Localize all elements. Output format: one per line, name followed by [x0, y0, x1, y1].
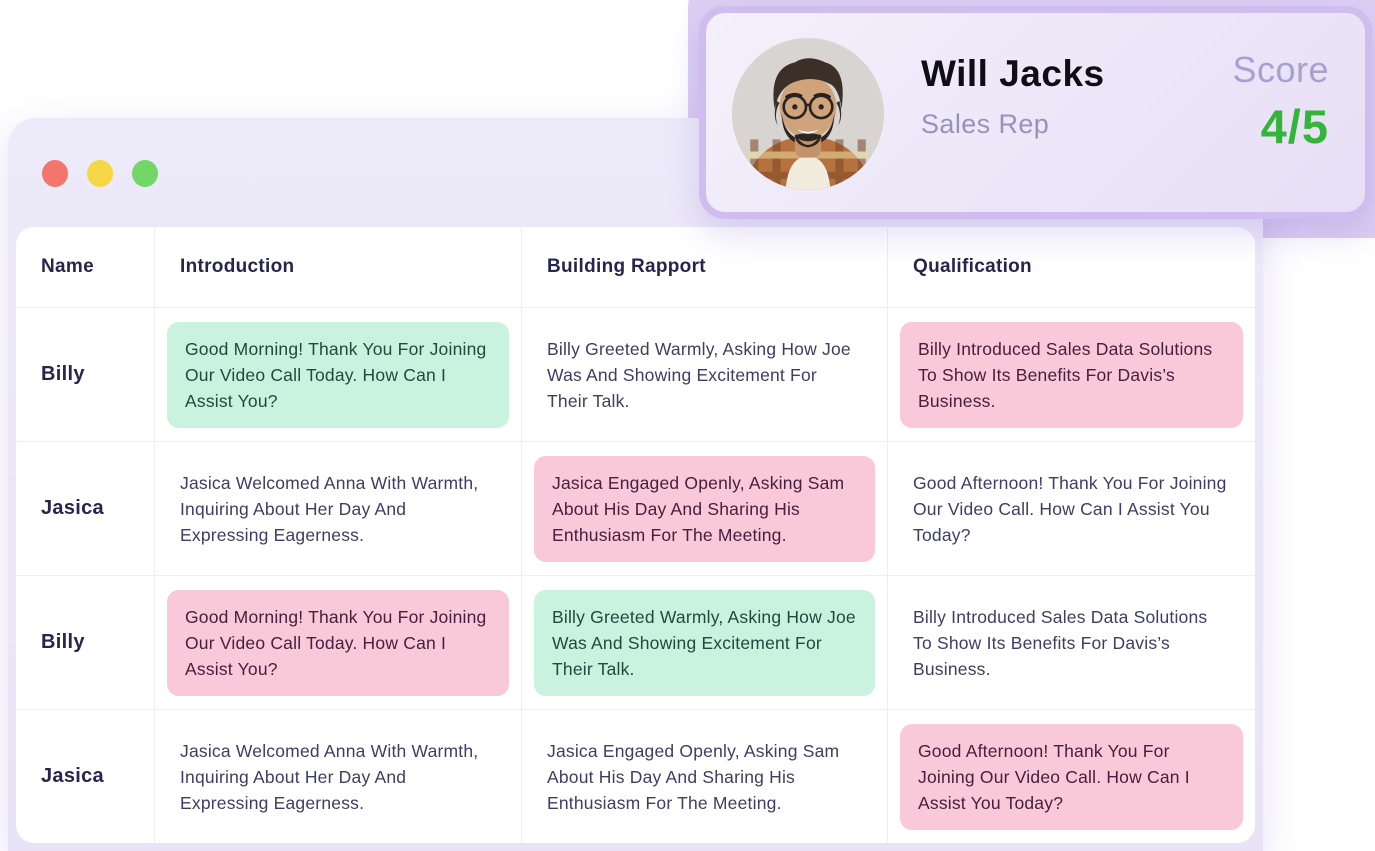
cell-text: Jasica Engaged Openly, Asking Sam About … [547, 740, 840, 813]
cell-building-rapport: Jasica Engaged Openly, Asking Sam About … [522, 710, 888, 843]
score-label: Score [1232, 49, 1329, 90]
cell-introduction: Jasica Welcomed Anna With Warmth, Inquir… [155, 442, 522, 575]
header-name: Name [16, 227, 155, 307]
cell-text: Good Morning! Thank You For Joining Our … [167, 321, 509, 428]
header-qualification: Qualification [913, 256, 1032, 277]
maximize-window-icon[interactable] [132, 160, 158, 187]
cell-name: Jasica [16, 442, 155, 575]
table-row: Jasica Jasica Welcomed Anna With Warmth,… [16, 441, 1255, 575]
cell-text: Jasica Engaged Openly, Asking Sam About … [534, 455, 875, 562]
cell-introduction: Jasica Welcomed Anna With Warmth, Inquir… [155, 710, 522, 843]
cell-building-rapport: Billy Greeted Warmly, Asking How Joe Was… [522, 308, 888, 441]
cell-building-rapport: Jasica Engaged Openly, Asking Sam About … [522, 442, 888, 575]
cell-name: Billy [16, 576, 155, 709]
profile-card: Will Jacks Sales Rep Score 4/5 [699, 6, 1372, 219]
cell-text: Good Morning! Thank You For Joining Our … [167, 589, 509, 696]
cell-name: Jasica [16, 710, 155, 843]
profile-name: Will Jacks [921, 53, 1105, 94]
cell-text: Billy Introduced Sales Data Solutions To… [900, 321, 1243, 428]
cell-text: Billy Introduced Sales Data Solutions To… [913, 606, 1208, 679]
cell-qualification: Billy Introduced Sales Data Solutions To… [888, 576, 1255, 709]
cell-qualification: Good Afternoon! Thank You For Joining Ou… [888, 710, 1255, 843]
cell-building-rapport: Billy Greeted Warmly, Asking How Joe Was… [522, 576, 888, 709]
table-header-row: Name Introduction Building Rapport Quali… [16, 227, 1255, 307]
table-row: Billy Good Morning! Thank You For Joinin… [16, 575, 1255, 709]
score-value: 4/5 [1260, 100, 1329, 153]
close-window-icon[interactable] [42, 160, 68, 187]
avatar [732, 38, 884, 190]
cell-name: Billy [16, 308, 155, 441]
table-row: Jasica Jasica Welcomed Anna With Warmth,… [16, 709, 1255, 843]
cell-text: Jasica Welcomed Anna With Warmth, Inquir… [180, 740, 479, 813]
window-titlebar [8, 118, 1263, 227]
cell-introduction: Good Morning! Thank You For Joining Our … [155, 308, 522, 441]
cell-text: Good Afternoon! Thank You For Joining Ou… [913, 472, 1227, 545]
header-building-rapport: Building Rapport [522, 227, 888, 307]
profile-role: Sales Rep [921, 109, 1050, 139]
minimize-window-icon[interactable] [87, 160, 113, 187]
cell-introduction: Good Morning! Thank You For Joining Our … [155, 576, 522, 709]
cell-text: Billy Greeted Warmly, Asking How Joe Was… [534, 589, 875, 696]
table-row: Billy Good Morning! Thank You For Joinin… [16, 307, 1255, 441]
window-controls [42, 160, 158, 187]
cell-text: Billy Greeted Warmly, Asking How Joe Was… [547, 338, 851, 411]
cell-qualification: Good Afternoon! Thank You For Joining Ou… [888, 442, 1255, 575]
cell-text: Jasica Welcomed Anna With Warmth, Inquir… [180, 472, 479, 545]
conversation-table: Name Introduction Building Rapport Quali… [16, 227, 1255, 843]
man-with-glasses-illustration [732, 38, 884, 190]
app-window: Name Introduction Building Rapport Quali… [8, 118, 1263, 851]
cell-text: Good Afternoon! Thank You For Joining Ou… [900, 723, 1243, 830]
header-introduction: Introduction [155, 227, 522, 307]
cell-qualification: Billy Introduced Sales Data Solutions To… [888, 308, 1255, 441]
